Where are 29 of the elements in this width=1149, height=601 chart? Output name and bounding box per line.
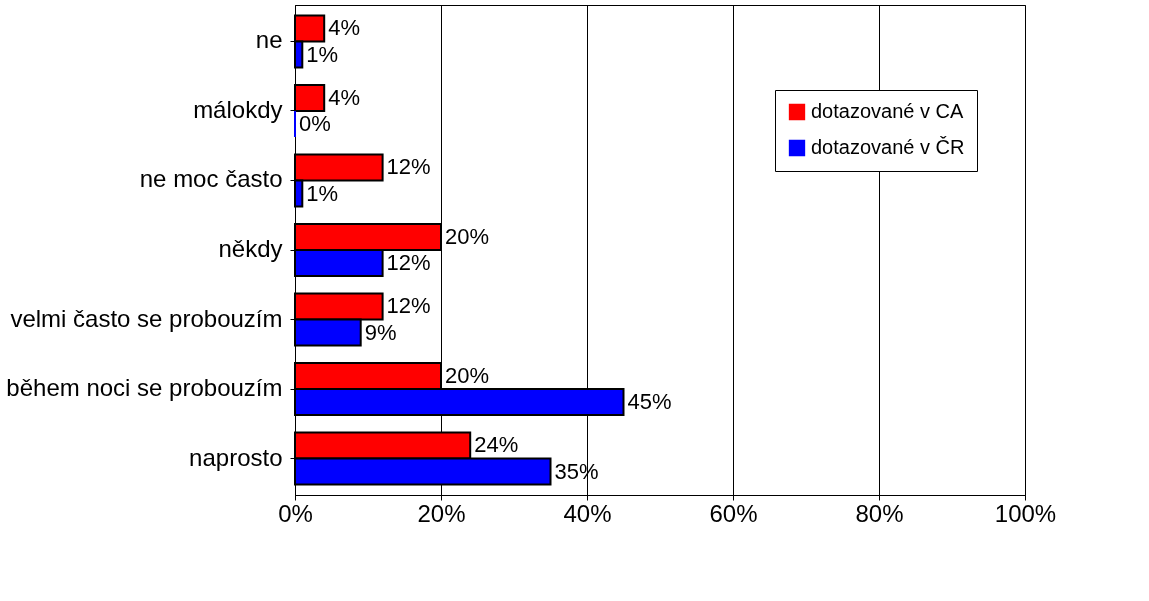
x-tick-label: 80%: [855, 499, 904, 527]
data-label: 12%: [386, 250, 431, 276]
data-label: 20%: [445, 223, 490, 249]
data-label: 0%: [299, 111, 331, 137]
legend-label: dotazované v CA: [811, 100, 964, 122]
x-tick-label: 0%: [278, 499, 313, 527]
y-tick-label: ne: [255, 26, 283, 54]
y-tick-label: velmi často se probouzím: [10, 304, 283, 332]
data-label: 9%: [364, 319, 397, 345]
x-tick-label: 100%: [994, 499, 1057, 527]
legend-label: dotazované v ČR: [811, 136, 965, 158]
data-label: 12%: [386, 154, 431, 180]
y-tick-label: během noci se probouzím: [6, 374, 283, 402]
y-tick-label: málokdy: [193, 95, 283, 123]
data-label: 4%: [328, 15, 360, 41]
x-tick-label: 40%: [563, 499, 612, 527]
y-tick-label: někdy: [218, 235, 283, 262]
bar: [294, 83, 326, 112]
data-label: 20%: [445, 362, 490, 388]
data-label: 24%: [474, 432, 519, 458]
data-label: 45%: [627, 389, 672, 415]
data-label: 12%: [386, 293, 431, 319]
data-label: 1%: [306, 41, 339, 67]
data-label: 4%: [328, 84, 360, 110]
x-tick-label: 20%: [417, 499, 466, 527]
data-label: 1%: [306, 180, 339, 206]
y-tick-label: ne moc často: [139, 165, 283, 193]
x-tick-label: 60%: [709, 499, 758, 527]
y-tick-label: naprosto: [189, 443, 283, 471]
